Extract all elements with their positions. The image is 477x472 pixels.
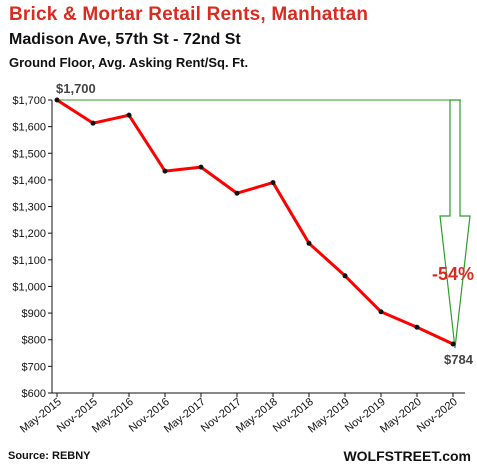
- y-tick-label: $1,400: [12, 175, 46, 187]
- source-note: Source: REBNY: [8, 450, 91, 462]
- data-point: [126, 112, 132, 118]
- data-point: [90, 120, 96, 126]
- series-line-path: [56, 98, 454, 346]
- annotations: $1,700 $784 -54%: [56, 81, 474, 367]
- y-axis-ticks: $600 $700 $800 $900 $1,000 $1,100 $1,200 $1,300…: [12, 95, 52, 400]
- y-tick-label: $1,600: [12, 122, 46, 134]
- y-tick-label: $1,000: [12, 281, 46, 293]
- end-value-label: $784: [444, 352, 474, 367]
- decline-arrow: [57, 99, 471, 349]
- data-point: [414, 324, 420, 330]
- chart-subtitle: Madison Ave, 57th St - 72nd St: [9, 31, 241, 48]
- brand-logo-text: WOLFSTREET.com: [343, 448, 471, 464]
- chart-axes: [51, 100, 465, 394]
- data-point: [450, 341, 456, 347]
- data-point: [162, 168, 168, 174]
- data-point: [234, 190, 240, 196]
- data-point: [378, 309, 384, 315]
- data-point: [342, 273, 348, 279]
- arrow-shape: [439, 99, 471, 349]
- data-point: [198, 164, 204, 170]
- data-point: [306, 240, 312, 246]
- x-axis-ticks: May-2015Nov-2015May-2016Nov-2016May-2017…: [18, 393, 460, 435]
- chart-title: Brick & Mortar Retail Rents, Manhattan: [9, 4, 369, 25]
- start-value-label: $1,700: [56, 81, 96, 96]
- y-tick-label: $600: [22, 388, 46, 400]
- y-tick-label: $800: [22, 335, 46, 347]
- y-tick-label: $1,500: [12, 148, 46, 160]
- y-tick-label: $1,300: [12, 202, 46, 214]
- series-points: [54, 97, 456, 347]
- x-tick-label: Nov-2020: [415, 396, 460, 435]
- percent-change-label: -54%: [432, 264, 474, 284]
- y-tick-label: $1,700: [12, 95, 46, 107]
- y-tick-label: $1,200: [12, 228, 46, 240]
- series-line: [56, 98, 454, 346]
- data-point: [270, 180, 276, 186]
- y-tick-label: $700: [22, 361, 46, 373]
- data-point: [54, 97, 60, 103]
- y-tick-label: $900: [22, 308, 46, 320]
- chart-subtitle-units: Ground Floor, Avg. Asking Rent/Sq. Ft.: [9, 55, 249, 70]
- y-tick-label: $1,100: [12, 255, 46, 267]
